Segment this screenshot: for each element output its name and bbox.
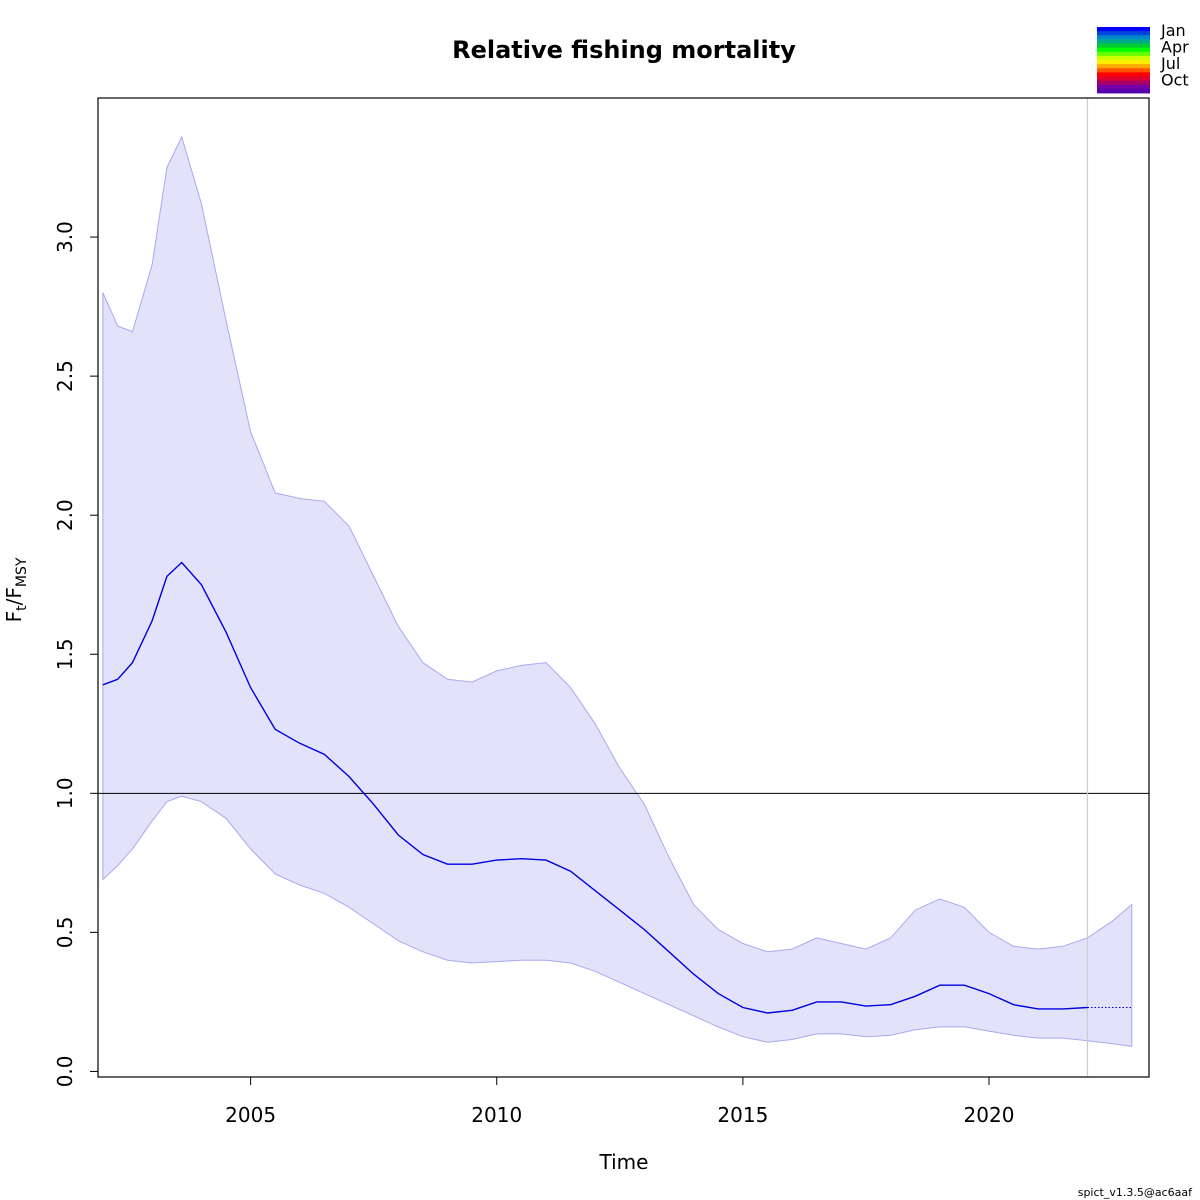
- y-tick-label: 1.5: [53, 638, 77, 670]
- season-color-swatch: [1097, 35, 1150, 40]
- y-tick-label: 1.0: [53, 777, 77, 809]
- season-color-swatch: [1097, 76, 1150, 82]
- season-color-swatch: [1097, 27, 1150, 32]
- season-legend-label: Jul: [1160, 54, 1180, 73]
- y-tick-label: 2.0: [53, 499, 77, 531]
- y-tick-label: 3.0: [53, 221, 77, 253]
- season-color-swatch: [1097, 64, 1150, 69]
- y-label-sub1: t: [14, 605, 30, 611]
- y-label-sub2: MSY: [14, 557, 30, 587]
- y-label-main: F: [2, 611, 26, 623]
- season-legend-label: Oct: [1161, 71, 1189, 90]
- x-tick-label: 2005: [225, 1103, 276, 1127]
- season-color-swatch: [1097, 55, 1150, 61]
- y-axis: 0.0 0.5 1.0 1.5 2.0 2.5 3.0: [53, 221, 99, 1087]
- x-tick-label: 2015: [717, 1103, 768, 1127]
- plot-area: [98, 98, 1149, 1077]
- x-tick-label: 2010: [471, 1103, 522, 1127]
- season-color-swatch: [1097, 72, 1150, 77]
- y-label-slash: /F: [2, 587, 26, 605]
- chart-title: Relative fishing mortality: [452, 36, 796, 64]
- x-tick-label: 2020: [964, 1103, 1015, 1127]
- x-axis: 2005 2010 2015 2020: [225, 1076, 1015, 1127]
- season-color-swatch: [1097, 60, 1150, 65]
- season-color-swatch: [1097, 68, 1150, 73]
- confidence-band: [102, 135, 1133, 1047]
- season-color-swatch: [1097, 51, 1150, 57]
- y-tick-label: 0.0: [53, 1055, 77, 1087]
- x-axis-label: Time: [599, 1150, 649, 1174]
- y-tick-label: 2.5: [53, 360, 77, 392]
- y-axis-label: Ft/FMSY: [2, 557, 30, 622]
- season-legend-label: Apr: [1161, 38, 1189, 57]
- season-color-swatch: [1097, 47, 1150, 53]
- estimate-line: [102, 561, 1088, 1014]
- version-footer: spict_v1.3.5@ac6aaf: [1078, 1186, 1193, 1199]
- season-color-swatch: [1097, 80, 1150, 86]
- season-color-swatch: [1097, 31, 1150, 36]
- season-color-swatch: [1097, 43, 1150, 49]
- season-legend-label: Jan: [1160, 21, 1186, 40]
- season-color-swatch: [1097, 84, 1150, 90]
- season-color-swatch: [1097, 39, 1150, 44]
- season-color-swatch: [1097, 88, 1150, 94]
- y-tick-label: 0.5: [53, 916, 77, 948]
